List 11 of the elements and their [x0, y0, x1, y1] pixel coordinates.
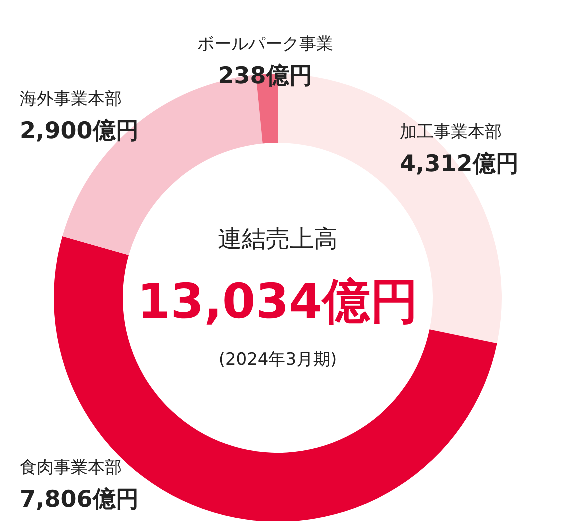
data-label: 238億円 [218, 63, 312, 90]
text: (2024年3月期) [218, 350, 338, 370]
slice-label: ボールパーク事業 [197, 34, 334, 54]
text: 13,034億円 [137, 274, 419, 330]
slice-label: 海外事業本部 [20, 90, 122, 110]
slice-label: 食肉事業本部 [20, 458, 122, 478]
slice-label: 加工事業本部 [400, 122, 502, 143]
text: 連結売上高 [218, 225, 338, 253]
data-label: 7,806億円 [20, 487, 139, 513]
data-label: 4,312億円 [400, 152, 519, 178]
data-label: 2,900億円 [20, 118, 139, 145]
